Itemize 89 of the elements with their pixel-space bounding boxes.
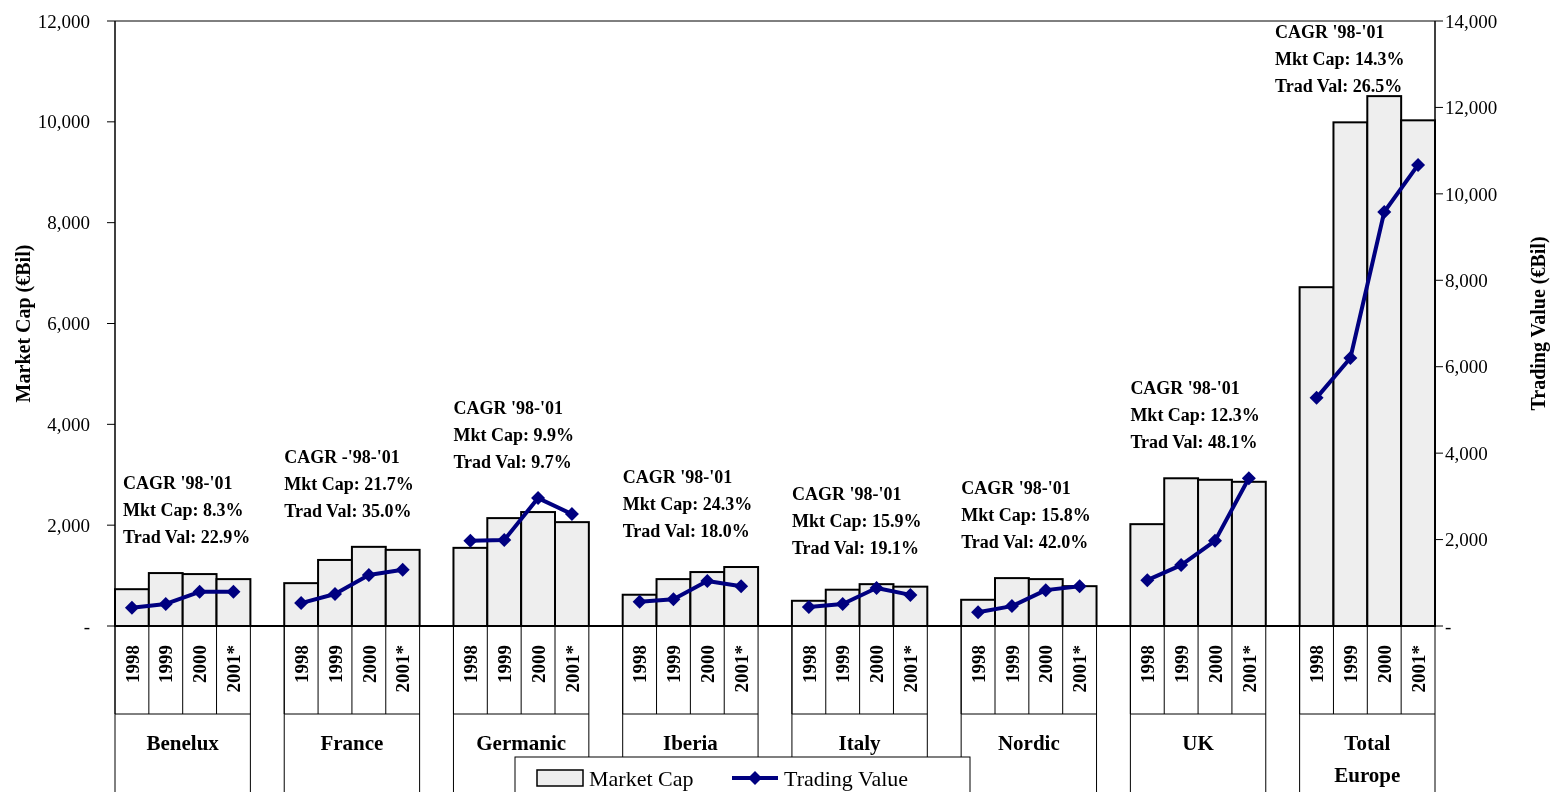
- x-tick-label: 2000: [358, 645, 380, 683]
- x-tick-label: 2001*: [223, 645, 245, 693]
- annotation: CAGR '98-'01 Mkt Cap: 15.8% Trad Val: 42.0%: [961, 478, 1091, 553]
- x-tick-label: 2000: [1035, 645, 1057, 683]
- point: [226, 584, 241, 599]
- y2-axis-title: Trading Value (€Bil): [1527, 236, 1550, 411]
- x-tick-label: 2001*: [1407, 645, 1429, 693]
- point: [1208, 533, 1222, 548]
- y-tick-label: 12,000: [37, 10, 90, 32]
- y-tick-label: 8,000: [47, 212, 90, 234]
- x-tick-label: 1999: [1340, 645, 1362, 683]
- point: [463, 533, 478, 548]
- point: [564, 507, 579, 522]
- y-tick-label: -: [83, 615, 90, 637]
- x-tick-label: 1998: [629, 645, 651, 683]
- x-tick-label: 1998: [1136, 645, 1158, 683]
- y2-tick-label: 14,000: [1445, 10, 1498, 32]
- x-tick-label: 2001*: [561, 645, 583, 693]
- legend-label: Trading Value: [784, 765, 909, 791]
- x-tick-label: 2001*: [730, 645, 752, 693]
- point: [531, 491, 546, 506]
- point: [1174, 558, 1189, 573]
- x-tick-label: 2001*: [1238, 645, 1260, 693]
- point: [903, 587, 918, 602]
- point: [361, 568, 376, 583]
- y-tick-label: 2,000: [47, 514, 90, 536]
- x-tick-label: 2001*: [1069, 645, 1091, 693]
- y2-tick-label: 12,000: [1445, 97, 1498, 119]
- x-tick-label: 1998: [290, 645, 312, 683]
- x-tick-label: 1998: [967, 645, 989, 683]
- annotation: CAGR '98-'01 Mkt Cap: 8.3% Trad Val: 22.9%: [123, 473, 251, 548]
- x-tick-label: 1999: [324, 645, 346, 683]
- x-tick-label: 2000: [527, 645, 549, 683]
- text: Benelux: [146, 731, 220, 755]
- annotation: CAGR '98-'01 Mkt Cap: 24.3% Trad Val: 18.0%: [622, 467, 753, 542]
- x-tick-label: 2001*: [900, 645, 922, 693]
- text: UK: [1182, 731, 1215, 755]
- y-axis-title: Market Cap (€Bil): [12, 244, 35, 403]
- point: [869, 580, 884, 595]
- x-tick-label: 1998: [121, 645, 143, 683]
- point: [1072, 579, 1087, 594]
- point: [1309, 390, 1324, 405]
- text: Italy: [838, 731, 882, 755]
- text: Nordic: [997, 731, 1060, 755]
- text: Total Europe: [1334, 731, 1401, 787]
- annotation: CAGR '98-'01 Mkt Cap: 9.9% Trad Val: 9.7%: [453, 398, 574, 473]
- y2-tick-label: 10,000: [1445, 183, 1498, 205]
- y2-tick-label: -: [1445, 615, 1452, 637]
- point: [1343, 351, 1358, 366]
- point: [1411, 157, 1426, 172]
- x-tick-label: 2000: [866, 645, 888, 683]
- y-tick-label: 10,000: [37, 111, 90, 133]
- point: [1241, 471, 1256, 486]
- point: [395, 562, 410, 577]
- point: [734, 579, 749, 594]
- y2-tick-label: 6,000: [1445, 356, 1488, 378]
- x-tick-label: 1998: [460, 645, 482, 683]
- y-tick-label: 6,000: [47, 313, 90, 335]
- x-tick-label: 2000: [1373, 645, 1395, 683]
- x-tick-label: 1999: [832, 645, 854, 683]
- x-tick-label: 1998: [1306, 645, 1328, 683]
- text: France: [320, 731, 384, 755]
- x-tick-label: 1999: [1001, 645, 1023, 683]
- y2-tick-label: 2,000: [1445, 529, 1488, 551]
- annotation: CAGR '98-'01 Mkt Cap: 12.3% Trad Val: 48.1%: [1130, 378, 1260, 453]
- point: [328, 587, 342, 602]
- annotation: CAGR -'98-'01 Mkt Cap: 21.7% Trad Val: 35.0%: [284, 446, 414, 521]
- x-tick-label: 1999: [1170, 645, 1192, 683]
- x-tick-label: 2001*: [392, 645, 414, 693]
- x-tick-label: 1999: [155, 645, 177, 683]
- point: [1140, 573, 1155, 588]
- point: [1038, 583, 1053, 598]
- y2-tick-label: 8,000: [1445, 269, 1488, 291]
- x-tick-label: 2000: [1204, 645, 1226, 683]
- x-tick-label: 1999: [493, 645, 515, 683]
- x-tick-label: 2000: [696, 645, 718, 683]
- point: [1377, 205, 1392, 220]
- annotation: CAGR '98-'01 Mkt Cap: 15.9% Trad Val: 19.1%: [791, 484, 922, 559]
- x-tick-label: 2000: [189, 645, 211, 683]
- point: [700, 574, 715, 589]
- text: Germanic: [476, 731, 567, 755]
- x-tick-label: 1998: [798, 645, 820, 683]
- legend-label: Market Cap: [589, 765, 694, 791]
- text: Iberia: [662, 731, 719, 755]
- y2-tick-label: 4,000: [1445, 442, 1488, 464]
- point: [497, 533, 512, 547]
- x-tick-label: 1999: [663, 645, 685, 683]
- annotation: CAGR '98-'01 Mkt Cap: 14.3% Trad Val: 26.5%: [1275, 22, 1405, 96]
- y-tick-label: 4,000: [47, 413, 90, 435]
